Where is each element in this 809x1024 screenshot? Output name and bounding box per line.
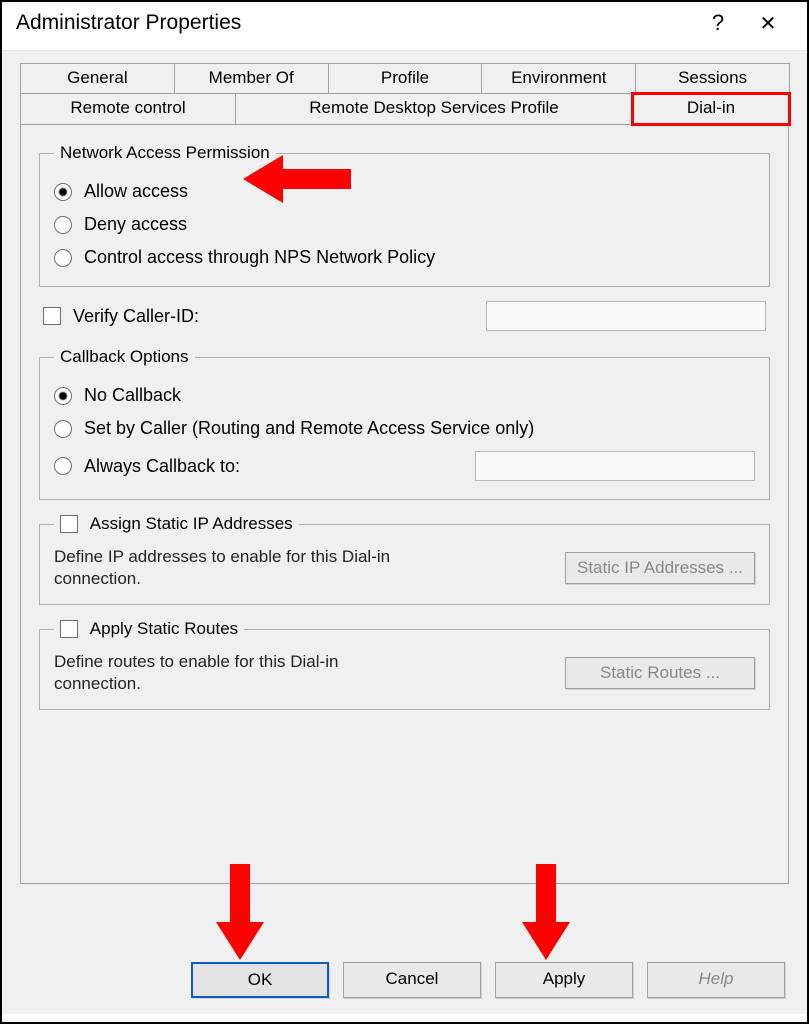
group-legend: Network Access Permission <box>54 143 276 163</box>
tab-profile[interactable]: Profile <box>328 63 483 94</box>
radio-allow-access[interactable] <box>54 183 72 201</box>
checkbox-verify-caller-id[interactable] <box>43 307 61 325</box>
tab-rds-profile[interactable]: Remote Desktop Services Profile <box>235 93 633 125</box>
checkbox-apply-static-routes[interactable] <box>60 620 78 638</box>
desc-static-ip: Define IP addresses to enable for this D… <box>54 546 394 590</box>
input-always-callback[interactable] <box>475 451 755 481</box>
button-static-ip-addresses[interactable]: Static IP Addresses ... <box>565 552 755 584</box>
label-nps-policy: Control access through NPS Network Polic… <box>84 247 435 268</box>
dialog-client: General Member Of Profile Environment Se… <box>2 50 807 1014</box>
titlebar: Administrator Properties ? ✕ <box>2 2 807 50</box>
group-static-ip: Assign Static IP Addresses Define IP add… <box>39 514 770 605</box>
legend-static-routes: Apply Static Routes <box>54 619 244 639</box>
group-network-access-permission: Network Access Permission Allow access D… <box>39 143 770 287</box>
checkbox-assign-static-ip[interactable] <box>60 515 78 533</box>
window-title: Administrator Properties <box>16 11 693 35</box>
tab-environment[interactable]: Environment <box>481 63 636 94</box>
button-static-routes[interactable]: Static Routes ... <box>565 657 755 689</box>
tab-remote-control[interactable]: Remote control <box>20 93 236 125</box>
radio-deny-access[interactable] <box>54 216 72 234</box>
radio-always-callback[interactable] <box>54 457 72 475</box>
help-icon[interactable]: ? <box>693 10 743 36</box>
radio-nps-policy[interactable] <box>54 249 72 267</box>
group-callback-options: Callback Options No Callback Set by Call… <box>39 347 770 500</box>
tab-strip: General Member Of Profile Environment Se… <box>20 63 789 125</box>
label-deny-access: Deny access <box>84 214 187 235</box>
label-allow-access: Allow access <box>84 181 188 202</box>
ok-button[interactable]: OK <box>191 962 329 998</box>
tab-sessions[interactable]: Sessions <box>635 63 790 94</box>
group-static-routes: Apply Static Routes Define routes to ena… <box>39 619 770 710</box>
desc-static-routes: Define routes to enable for this Dial-in… <box>54 651 394 695</box>
label-no-callback: No Callback <box>84 385 181 406</box>
label-apply-static-routes: Apply Static Routes <box>90 619 238 638</box>
label-always-callback: Always Callback to: <box>84 456 240 477</box>
label-set-by-caller: Set by Caller (Routing and Remote Access… <box>84 418 534 439</box>
tab-member-of[interactable]: Member Of <box>174 63 329 94</box>
cancel-button[interactable]: Cancel <box>343 962 481 998</box>
tab-general[interactable]: General <box>20 63 175 94</box>
label-verify-caller-id: Verify Caller-ID: <box>73 306 199 327</box>
dialog-button-row: OK Cancel Apply Help <box>2 962 807 998</box>
apply-button[interactable]: Apply <box>495 962 633 998</box>
tab-panel-dial-in: Network Access Permission Allow access D… <box>20 124 789 884</box>
help-button[interactable]: Help <box>647 962 785 998</box>
input-verify-caller-id[interactable] <box>486 301 766 331</box>
radio-no-callback[interactable] <box>54 387 72 405</box>
label-assign-static-ip: Assign Static IP Addresses <box>90 514 293 533</box>
tab-dial-in[interactable]: Dial-in <box>632 93 790 125</box>
legend-static-ip: Assign Static IP Addresses <box>54 514 299 534</box>
group-legend-callback: Callback Options <box>54 347 195 367</box>
close-icon[interactable]: ✕ <box>743 11 793 36</box>
radio-set-by-caller[interactable] <box>54 420 72 438</box>
